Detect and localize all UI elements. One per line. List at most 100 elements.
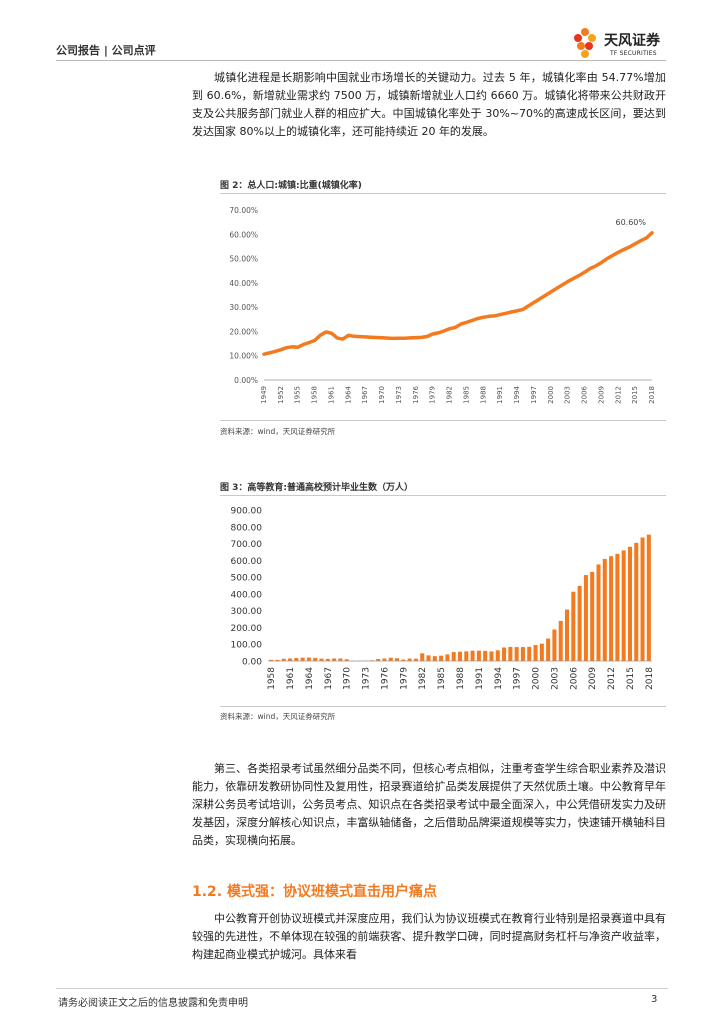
bar-1965 bbox=[313, 657, 318, 661]
y-tick-label: 0.00% bbox=[234, 376, 258, 385]
y-tick-label: 600.00 bbox=[231, 557, 263, 567]
bar-1993 bbox=[489, 651, 494, 661]
bar-2000 bbox=[533, 645, 538, 661]
x-tick-label: 1970 bbox=[343, 667, 353, 690]
bar-2013 bbox=[615, 553, 620, 661]
bar-2002 bbox=[546, 638, 551, 661]
bar-1989 bbox=[464, 651, 469, 661]
bar-1968 bbox=[332, 658, 337, 661]
brand-name: 天风证券 bbox=[604, 33, 660, 49]
footer-disclaimer: 请务必阅读正文之后的信息披露和免责申明 bbox=[58, 998, 248, 1009]
header-breadcrumb: 公司报告 | 公司点评 bbox=[56, 44, 156, 57]
x-tick-label: 1988 bbox=[479, 386, 487, 404]
bar-1984 bbox=[432, 656, 437, 661]
x-tick-label: 1964 bbox=[344, 385, 352, 403]
bar-1998 bbox=[520, 647, 525, 661]
x-tick-label: 1991 bbox=[496, 386, 504, 404]
bar-1986 bbox=[445, 654, 450, 661]
y-tick-label: 300.00 bbox=[231, 607, 263, 617]
x-tick-label: 1991 bbox=[475, 667, 485, 690]
bar-1996 bbox=[508, 646, 513, 661]
bar-1970 bbox=[344, 659, 349, 661]
bar-2005 bbox=[565, 609, 570, 661]
x-tick-label: 1964 bbox=[305, 667, 315, 690]
x-tick-label: 2000 bbox=[547, 386, 555, 404]
bar-1963 bbox=[300, 657, 305, 661]
x-tick-label: 2006 bbox=[581, 385, 589, 403]
footer-divider bbox=[56, 988, 668, 989]
bar-1976 bbox=[382, 658, 387, 661]
figure2-source: 资料来源：wind，天风证券研究所 bbox=[220, 427, 336, 436]
bar-1999 bbox=[527, 646, 532, 661]
bar-1967 bbox=[325, 658, 330, 661]
bar-2001 bbox=[539, 643, 544, 661]
y-tick-label: 500.00 bbox=[231, 574, 263, 584]
x-tick-label: 1994 bbox=[494, 667, 504, 690]
bar-1964 bbox=[306, 657, 311, 661]
y-tick-label: 40.00% bbox=[229, 279, 258, 288]
graduates-bar-chart: 0.00 100.00 200.00 300.00 400.00 500.00 600.00… bbox=[231, 507, 655, 690]
bar-1994 bbox=[495, 650, 500, 661]
bar-1960 bbox=[281, 658, 286, 661]
figure2-top-rule bbox=[220, 193, 666, 194]
x-tick-label: 2006 bbox=[569, 667, 579, 690]
y-tick-label: 50.00% bbox=[229, 255, 258, 264]
bar-1992 bbox=[483, 650, 488, 661]
x-tick-label: 2009 bbox=[588, 667, 598, 690]
figure3-title: 图 3：高等教育:普通高校预计毕业生数（万人） bbox=[220, 483, 413, 493]
urbanization-series-line bbox=[262, 231, 654, 356]
y-tick-label: 20.00% bbox=[229, 327, 258, 336]
x-tick-label: 1988 bbox=[456, 667, 466, 690]
x-tick-label: 1985 bbox=[462, 386, 470, 404]
y-tick-label: 800.00 bbox=[231, 523, 263, 533]
bar-1980 bbox=[407, 658, 412, 661]
page-number: 3 bbox=[651, 994, 658, 1005]
x-tick-label: 1976 bbox=[380, 667, 390, 690]
x-tick-label: 1982 bbox=[446, 386, 454, 404]
urbanization-line-chart: 0.00% 10.00% 20.00% 30.00% 40.00% 50.00% 60.00… bbox=[229, 206, 656, 404]
figure2-title: 图 2：总人口:城镇:比重(城镇化率) bbox=[220, 181, 362, 191]
bar-1985 bbox=[439, 655, 444, 661]
x-tick-label: 2000 bbox=[532, 667, 542, 690]
x-tick-label: 1955 bbox=[294, 386, 302, 404]
x-tick-label: 2003 bbox=[550, 667, 560, 690]
x-tick-label: 2018 bbox=[645, 667, 655, 690]
x-tick-label: 2003 bbox=[564, 386, 572, 404]
x-tick-label: 1970 bbox=[378, 386, 386, 404]
bar-1988 bbox=[457, 651, 463, 661]
y-tick-label: 30.00% bbox=[229, 303, 258, 312]
bar-1977 bbox=[388, 657, 393, 661]
bar-1991 bbox=[476, 650, 481, 661]
bar-1959 bbox=[275, 659, 280, 661]
figure2-bottom-rule bbox=[220, 420, 666, 421]
x-tick-label: 2009 bbox=[597, 386, 605, 404]
bar-1982 bbox=[420, 653, 425, 661]
bar-2008 bbox=[583, 575, 588, 661]
y-tick-label: 0.00 bbox=[242, 658, 262, 668]
x-tick-label: 2015 bbox=[631, 386, 639, 404]
x-tick-label: 1982 bbox=[418, 667, 428, 690]
x-tick-label: 2012 bbox=[607, 667, 617, 690]
x-tick-label: 1973 bbox=[395, 386, 403, 404]
bar-1969 bbox=[338, 658, 343, 661]
x-tick-label: 1967 bbox=[324, 667, 334, 690]
y-tick-label: 60.00% bbox=[229, 230, 258, 239]
figure3-top-rule bbox=[220, 495, 666, 496]
x-tick-label: 1979 bbox=[399, 667, 409, 690]
x-tick-label: 2015 bbox=[626, 667, 636, 690]
header-divider bbox=[56, 60, 666, 61]
bar-1978 bbox=[395, 658, 400, 661]
bar-2004 bbox=[558, 620, 563, 661]
x-tick-label: 1958 bbox=[311, 386, 319, 404]
x-tick-label: 1997 bbox=[530, 386, 538, 404]
bar-1961 bbox=[288, 658, 293, 661]
bar-2007 bbox=[577, 585, 582, 661]
bar-2015 bbox=[627, 546, 632, 661]
bar-1995 bbox=[502, 647, 507, 661]
tf-securities-logo-icon bbox=[574, 28, 596, 58]
figure3-bottom-rule bbox=[220, 706, 666, 707]
x-tick-label: 1994 bbox=[513, 385, 521, 403]
bar-2010 bbox=[596, 564, 601, 661]
bar-2011 bbox=[602, 558, 607, 661]
paragraph-agreement-class: 中公教育开创协议班模式并深度应用，我们认为协议班模式在教育行业特别是招录赛道中具… bbox=[192, 912, 666, 961]
